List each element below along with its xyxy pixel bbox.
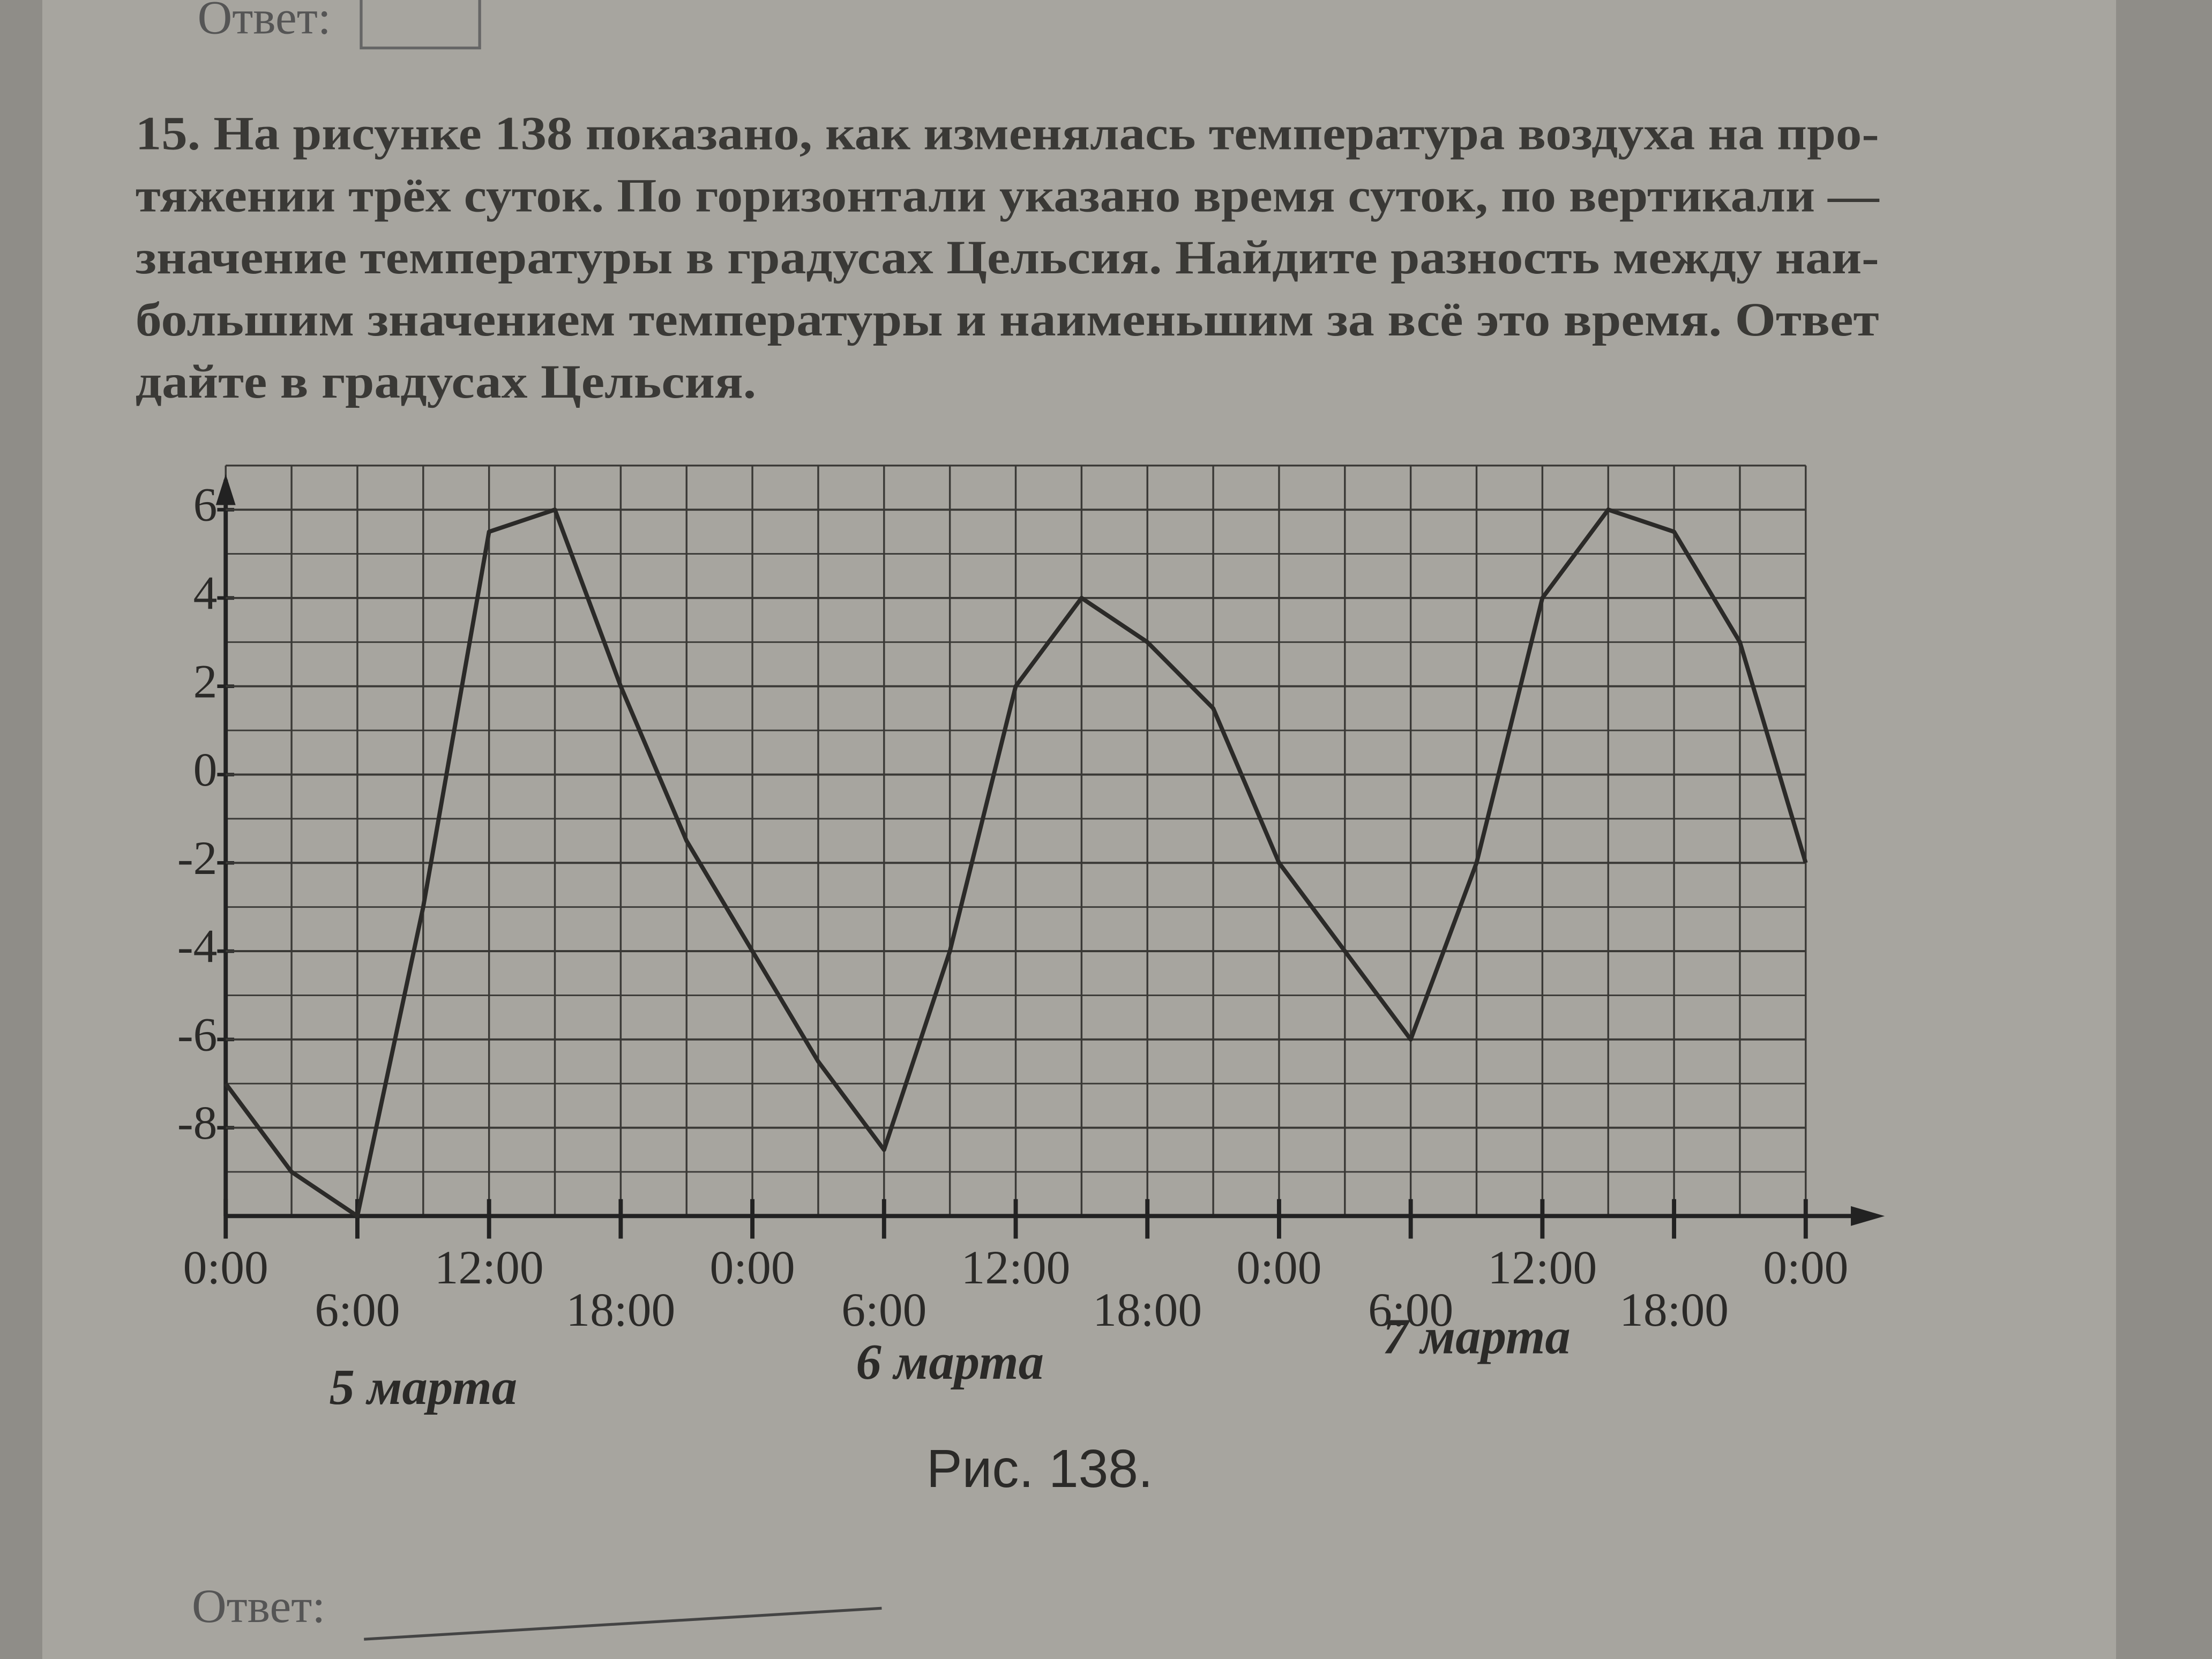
x-axis-arrow	[1851, 1206, 1885, 1226]
answer-box	[360, 0, 481, 50]
y-tick-label: -4	[177, 920, 218, 973]
x-tick-label: 18:00	[566, 1283, 675, 1336]
x-tick-label: 6:00	[315, 1283, 400, 1336]
day-label: 6 марта	[856, 1334, 1044, 1390]
x-tick-label: 6:00	[841, 1283, 926, 1336]
x-tick-label: 18:00	[1619, 1283, 1729, 1336]
answer-label: Ответ:	[192, 1580, 325, 1633]
y-tick-label: -2	[177, 832, 218, 885]
y-tick-label: -8	[177, 1096, 218, 1149]
answer-line	[364, 1606, 882, 1641]
problem-line: большим значением температуры и наименьш…	[136, 293, 1879, 346]
problem-line: дайте в градусах Цельсия.	[136, 355, 756, 408]
paper	[42, 0, 2116, 1659]
day-label: 5 марта	[329, 1359, 517, 1415]
x-tick-label: 12:00	[961, 1241, 1071, 1294]
x-tick-label: 0:00	[710, 1241, 795, 1294]
problem-text: 15. На рисунке 138 показано, как изменял…	[136, 107, 1880, 408]
problem-line: значение температуры в градусах Цельсия.…	[136, 231, 1879, 284]
y-tick-label: 2	[193, 655, 218, 708]
x-tick-label: 6:00	[1368, 1283, 1453, 1336]
y-tick-label: -6	[177, 1008, 218, 1061]
temperature-line	[224, 507, 1808, 1219]
x-tick-label: 0:00	[183, 1241, 268, 1294]
problem-line: тяжении трёх суток. По горизонтали указа…	[136, 169, 1880, 222]
caption: Рис. 138.	[926, 1439, 1153, 1499]
y-tick-label: 0	[193, 743, 218, 796]
y-axis-arrow	[215, 474, 236, 505]
day-label: 7 марта	[1382, 1309, 1571, 1364]
x-tick-label: 0:00	[1236, 1241, 1321, 1294]
x-tick-label: 12:00	[1488, 1241, 1597, 1294]
problem-line: 15. На рисунке 138 показано, как изменял…	[136, 107, 1879, 160]
y-tick-label: 4	[193, 566, 218, 619]
y-tick-label: 6	[193, 479, 218, 532]
x-tick-label: 12:00	[435, 1241, 544, 1294]
plot: -8 -6 -4 -2 0 2 4 6 0:00 6:00 12:00 18:00 0:00 6:00 12…	[177, 465, 1885, 1415]
answer-label: Ответ:	[198, 0, 331, 44]
x-tick-label: 18:00	[1093, 1283, 1202, 1336]
x-tick-label: 0:00	[1763, 1241, 1848, 1294]
